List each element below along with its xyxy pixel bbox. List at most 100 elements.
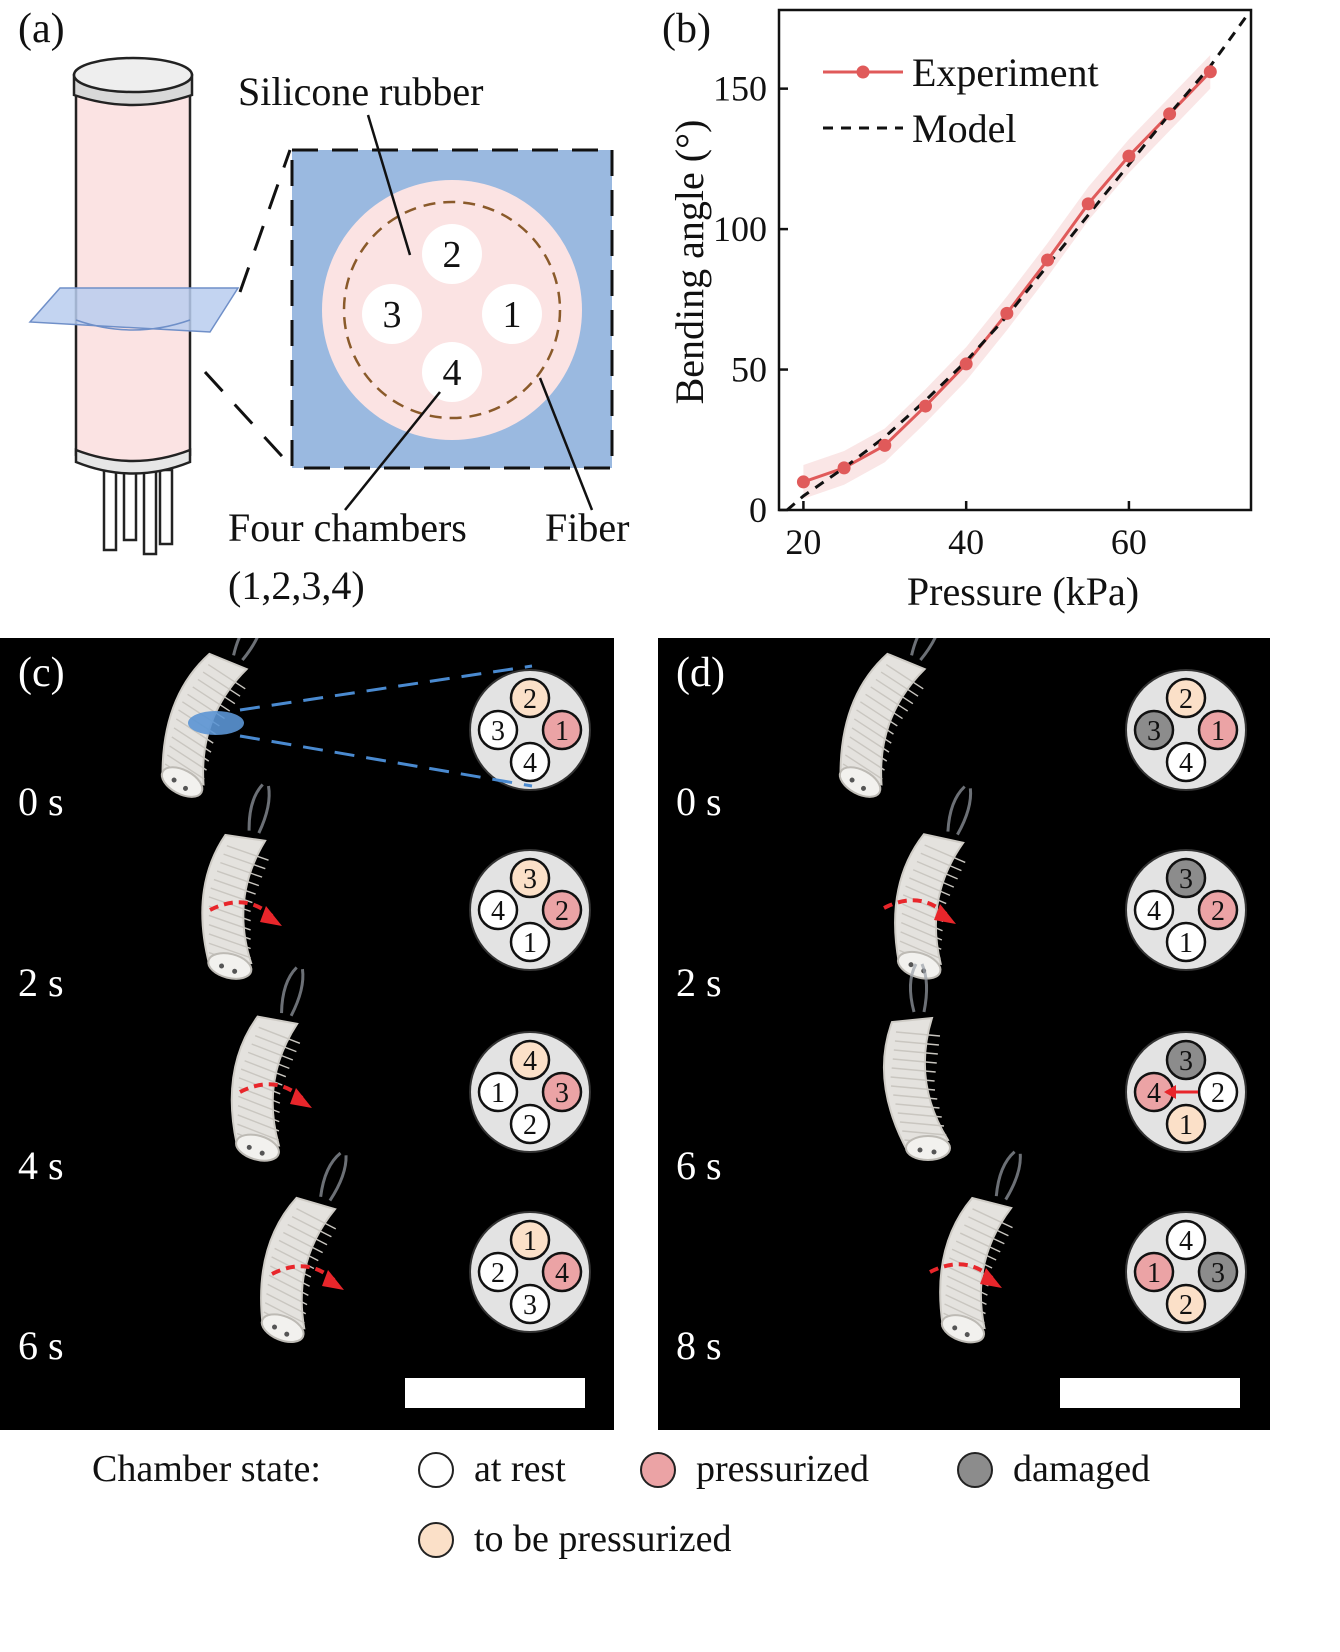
chart-legend: Experiment Model bbox=[823, 50, 1099, 151]
chamber-number: 2 bbox=[1211, 1078, 1225, 1109]
chamber-number: 4 bbox=[1179, 748, 1193, 779]
panel-c-time-0: 0 s bbox=[18, 779, 64, 824]
chamber-pressurized bbox=[541, 1251, 583, 1293]
y-tick-label: 150 bbox=[713, 69, 767, 109]
silicone-rubber-label: Silicone rubber bbox=[238, 69, 484, 114]
chamber-number: 3 bbox=[523, 1290, 537, 1321]
panel-d-scale-bar bbox=[1060, 1378, 1240, 1408]
chamber-number: 2 bbox=[523, 684, 537, 715]
legend-model: Model bbox=[912, 106, 1016, 151]
chamber-rest bbox=[1165, 1219, 1207, 1261]
chamber-damaged bbox=[1133, 709, 1175, 751]
chamber-to_be bbox=[1165, 1283, 1207, 1325]
chamber-number: 3 bbox=[1179, 864, 1193, 895]
actuator-photo bbox=[894, 785, 973, 980]
plot-frame bbox=[777, 8, 1253, 512]
experiment-point bbox=[1122, 149, 1136, 163]
chamber-rest bbox=[1165, 741, 1207, 783]
y-tick-label: 100 bbox=[713, 209, 767, 249]
four-chambers-numbers-label: (1,2,3,4) bbox=[228, 563, 365, 608]
x-tick-label: 60 bbox=[1111, 522, 1147, 562]
chamber-number-3: 3 bbox=[383, 294, 402, 336]
experiment-error-band bbox=[803, 54, 1211, 499]
bending-arrow bbox=[883, 898, 956, 924]
chambers-leader bbox=[344, 391, 441, 511]
panel-d-time-1: 2 s bbox=[676, 960, 722, 1005]
x-axis-label: Pressure (kPa) bbox=[907, 569, 1139, 614]
x-tick-label: 20 bbox=[785, 522, 821, 562]
y-tick-label: 50 bbox=[731, 350, 767, 390]
chamber-pressurized bbox=[1197, 889, 1239, 931]
panel-c-time-3: 6 s bbox=[18, 1323, 64, 1368]
chamber-number: 2 bbox=[1179, 684, 1193, 715]
y-tick-label: 0 bbox=[749, 490, 767, 530]
chamber-number: 3 bbox=[1147, 716, 1161, 747]
chamber-holes bbox=[362, 224, 542, 402]
fiber-ring bbox=[342, 200, 562, 420]
chamber-rest bbox=[477, 1251, 519, 1293]
chamber-number: 2 bbox=[1211, 896, 1225, 927]
actuator-photo bbox=[939, 1150, 1022, 1344]
x-tick-label: 40 bbox=[948, 522, 984, 562]
experiment-point bbox=[878, 438, 892, 452]
bending-arrow bbox=[239, 1082, 312, 1108]
chamber-number: 4 bbox=[1179, 1226, 1193, 1257]
fiber-label: Fiber bbox=[545, 505, 630, 550]
chamber-number: 2 bbox=[523, 1110, 537, 1141]
zoom-line-top bbox=[238, 149, 292, 293]
legend-title: Chamber state: bbox=[92, 1448, 321, 1490]
four-chambers-label: Four chambers bbox=[228, 505, 467, 550]
chamber-damaged bbox=[1197, 1251, 1239, 1293]
legend-to-be-label: to be pressurized bbox=[474, 1518, 732, 1560]
legend-pressurized-swatch bbox=[640, 1452, 676, 1488]
cylinder-bottom-cap bbox=[74, 448, 192, 475]
chamber-rest bbox=[1197, 1071, 1239, 1113]
chamber-pressurized bbox=[1197, 709, 1239, 751]
chamber-to_be bbox=[509, 1039, 551, 1081]
chamber-pressurized bbox=[541, 889, 583, 931]
panel-d-time-2: 6 s bbox=[676, 1143, 722, 1188]
experiment-point bbox=[1203, 65, 1217, 79]
legend-experiment: Experiment bbox=[912, 50, 1099, 95]
actuator-photo bbox=[230, 966, 305, 1162]
actuator-photo bbox=[838, 638, 943, 798]
zoom-link-bottom bbox=[239, 734, 533, 788]
chamber-number-2: 2 bbox=[443, 234, 462, 276]
chamber-number: 2 bbox=[555, 896, 569, 927]
chamber-number: 4 bbox=[523, 1046, 537, 1077]
legend-damaged-swatch bbox=[957, 1452, 993, 1488]
panel-a-letter: (a) bbox=[18, 6, 65, 52]
bending-arrow bbox=[271, 1264, 344, 1290]
chamber-number: 1 bbox=[1179, 928, 1193, 959]
legend-pressurized-label: pressurized bbox=[696, 1448, 870, 1490]
chamber-to_be bbox=[509, 677, 551, 719]
chamber-number: 2 bbox=[1179, 1290, 1193, 1321]
legend-to-be-swatch bbox=[418, 1522, 454, 1558]
panel-d-letter: (d) bbox=[676, 650, 725, 696]
section-curve bbox=[75, 319, 191, 331]
chamber-damaged bbox=[1165, 1039, 1207, 1081]
experiment-point bbox=[1000, 306, 1014, 320]
chamber-to_be bbox=[509, 857, 551, 899]
panel-c-time-2: 4 s bbox=[18, 1143, 64, 1188]
chamber-number: 2 bbox=[491, 1258, 505, 1289]
chamber-number: 3 bbox=[523, 864, 537, 895]
chamber-number-4: 4 bbox=[443, 352, 462, 394]
zoom-link-top bbox=[239, 664, 533, 712]
bending-arrow bbox=[209, 900, 282, 926]
chamber-number: 4 bbox=[1147, 896, 1161, 927]
chamber-number: 1 bbox=[555, 716, 569, 747]
chamber-rest bbox=[509, 741, 551, 783]
chamber-pressurized bbox=[1133, 1251, 1175, 1293]
chamber-rest bbox=[1165, 921, 1207, 963]
chamber-number: 1 bbox=[1179, 1110, 1193, 1141]
section-plane bbox=[28, 287, 240, 333]
experiment-point bbox=[1163, 107, 1177, 121]
chamber-rest bbox=[477, 709, 519, 751]
